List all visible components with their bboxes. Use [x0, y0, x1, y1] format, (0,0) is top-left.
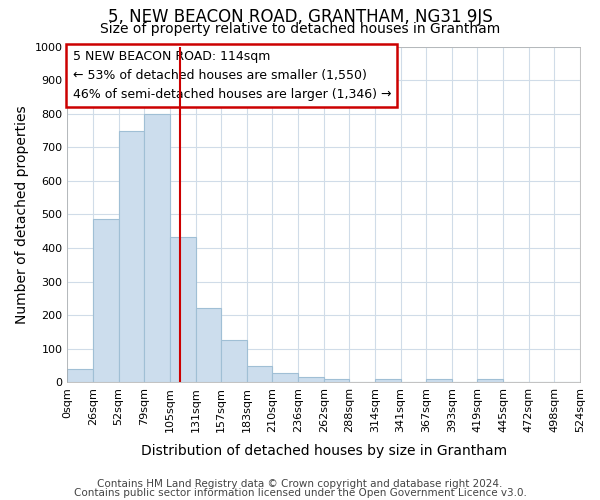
Bar — [426, 379, 452, 382]
Bar — [272, 374, 298, 382]
Text: Contains public sector information licensed under the Open Government Licence v3: Contains public sector information licen… — [74, 488, 526, 498]
Bar — [145, 114, 170, 382]
Bar — [324, 379, 349, 382]
X-axis label: Distribution of detached houses by size in Grantham: Distribution of detached houses by size … — [140, 444, 507, 458]
Y-axis label: Number of detached properties: Number of detached properties — [15, 105, 29, 324]
Bar — [93, 220, 119, 382]
Bar — [67, 369, 93, 382]
Bar — [170, 238, 196, 382]
Bar — [478, 380, 503, 382]
Text: 5 NEW BEACON ROAD: 114sqm
← 53% of detached houses are smaller (1,550)
46% of se: 5 NEW BEACON ROAD: 114sqm ← 53% of detac… — [73, 50, 391, 101]
Text: Size of property relative to detached houses in Grantham: Size of property relative to detached ho… — [100, 22, 500, 36]
Text: 5, NEW BEACON ROAD, GRANTHAM, NG31 9JS: 5, NEW BEACON ROAD, GRANTHAM, NG31 9JS — [107, 8, 493, 26]
Bar — [119, 131, 145, 382]
Bar — [375, 380, 401, 382]
Bar — [247, 366, 272, 382]
Bar — [298, 378, 324, 382]
Bar — [221, 340, 247, 382]
Bar — [196, 308, 221, 382]
Text: Contains HM Land Registry data © Crown copyright and database right 2024.: Contains HM Land Registry data © Crown c… — [97, 479, 503, 489]
